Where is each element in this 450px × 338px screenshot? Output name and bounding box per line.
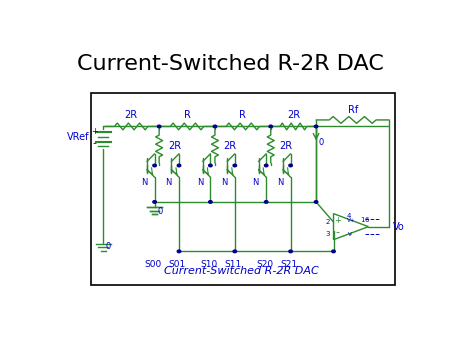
Text: -: - [93,138,97,148]
Text: R: R [184,110,190,120]
Text: 2R: 2R [168,141,181,151]
Text: N: N [197,178,203,187]
Circle shape [177,250,181,253]
Text: V+: V+ [346,218,355,222]
Circle shape [213,125,217,128]
Text: R: R [239,110,246,120]
Text: S11: S11 [225,260,242,269]
Text: +: + [334,216,341,225]
Text: 0: 0 [157,207,162,216]
Text: 0: 0 [106,242,111,251]
Circle shape [153,164,156,167]
FancyBboxPatch shape [91,93,395,285]
Text: -: - [336,227,340,238]
Circle shape [158,125,161,128]
Text: 4: 4 [347,213,351,219]
Text: N: N [141,178,147,187]
Circle shape [269,125,272,128]
Text: +: + [91,127,98,136]
Circle shape [233,164,237,167]
Circle shape [315,125,318,128]
Circle shape [233,250,237,253]
Text: 3: 3 [325,231,329,237]
Circle shape [265,164,268,167]
Circle shape [289,250,293,253]
Text: S10: S10 [200,260,217,269]
Circle shape [265,201,268,203]
Text: 2R: 2R [287,110,300,120]
Circle shape [332,250,335,253]
Text: S20: S20 [256,260,273,269]
Text: S21: S21 [280,260,297,269]
Text: 6: 6 [364,217,369,223]
Text: S01: S01 [169,260,186,269]
Text: Vo: Vo [393,222,405,232]
Text: VRef: VRef [67,132,90,142]
Text: 2R: 2R [279,141,292,151]
Circle shape [209,164,212,167]
Text: 0: 0 [319,138,324,147]
Text: Current-Switched R-2R DAC: Current-Switched R-2R DAC [77,54,384,74]
Text: N: N [221,178,228,187]
Text: V-: V- [348,232,354,237]
Text: Current-Switched R-2R DAC: Current-Switched R-2R DAC [164,266,319,276]
Circle shape [289,164,293,167]
Text: 2R: 2R [224,141,237,151]
Circle shape [177,164,181,167]
Circle shape [315,201,318,203]
Text: N: N [252,178,259,187]
Text: 2: 2 [325,219,329,225]
Text: N: N [277,178,284,187]
Circle shape [209,201,212,203]
Text: 2R: 2R [125,110,138,120]
Text: 1: 1 [360,217,364,223]
Circle shape [153,201,156,203]
Text: Rf: Rf [347,104,358,115]
Text: N: N [165,178,172,187]
Text: S00: S00 [144,260,162,269]
